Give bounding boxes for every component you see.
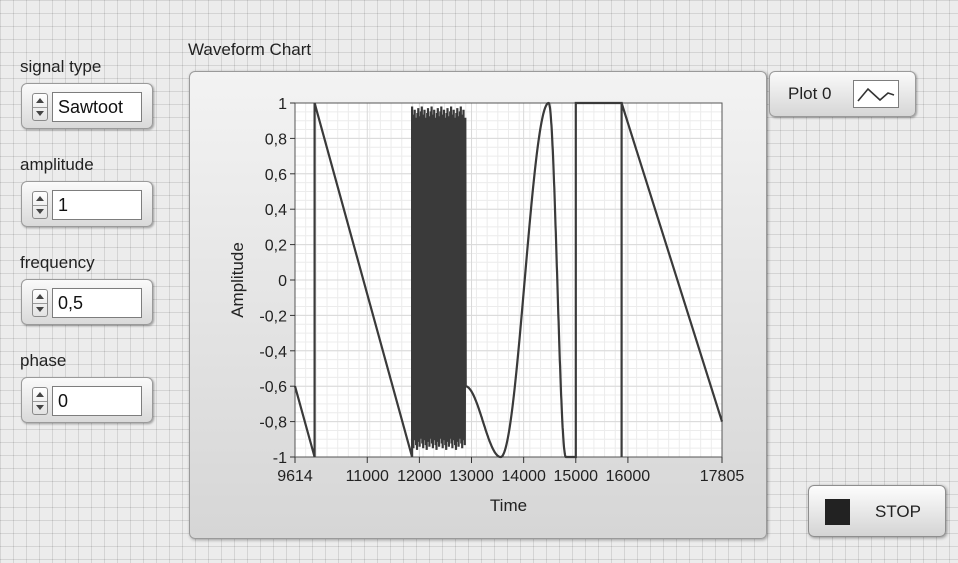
triangle-up-icon [36,294,44,299]
x-tick-label: 11000 [346,468,389,485]
frequency-field[interactable]: 0,5 [52,288,142,318]
y-tick-label: -1 [273,450,287,467]
amplitude-label: amplitude [20,155,94,174]
plot-0-line [293,101,724,459]
plot-legend[interactable]: Plot 0 [769,71,916,117]
plot-line-icon[interactable] [853,80,899,108]
stop-indicator-icon [825,499,850,525]
waveform-chart[interactable]: 1 0,8 0,6 0,4 0,2 0 -0,2 -0,4 -0,6 -0,8 -1 9614 110… [189,71,767,539]
plot-line-swatch [857,87,895,102]
phase-spinner[interactable] [32,387,48,415]
chart-grid [294,102,723,458]
triangle-down-icon [36,405,44,410]
stop-button[interactable]: STOP [808,485,946,537]
triangle-up-icon [36,196,44,201]
y-tick-label: 0,2 [265,238,287,255]
y-tick-label: -0,2 [259,308,287,325]
x-tick-label: 14000 [501,468,546,485]
signal-type-control: Sawtoot [21,83,153,129]
phase-label: phase [20,351,67,370]
frequency-label: frequency [20,253,95,272]
phase-control: 0 [21,377,153,423]
signal-type-label: signal type [20,57,102,76]
x-tick-label: 16000 [606,468,651,485]
triangle-up-icon [36,98,44,103]
x-tick-label: 17805 [700,468,745,485]
triangle-up-icon [36,392,44,397]
x-axis: 9614 11000 12000 13000 14000 15000 16000 17805 [277,457,744,485]
amplitude-control: 1 [21,181,153,227]
y-tick-label: -0,8 [259,415,287,432]
y-axis-label: Amplitude [228,242,247,318]
x-axis-label: Time [490,496,527,515]
triangle-down-icon [36,111,44,116]
y-tick-label: -0,4 [259,344,287,361]
amplitude-field[interactable]: 1 [52,190,142,220]
y-tick-label: 0,8 [265,131,287,148]
triangle-down-icon [36,307,44,312]
increment-button[interactable] [33,290,47,304]
phase-field[interactable]: 0 [52,386,142,416]
x-tick-label: 15000 [554,468,599,485]
y-tick-label: 1 [278,96,287,113]
x-tick-label: 12000 [397,468,442,485]
increment-button[interactable] [33,94,47,108]
signal-type-spinner[interactable] [32,93,48,121]
decrement-button[interactable] [33,107,47,120]
amplitude-spinner[interactable] [32,191,48,219]
legend-plot-name: Plot 0 [788,84,832,103]
y-tick-label: 0 [278,273,287,290]
stop-button-label: STOP [875,502,921,521]
decrement-button[interactable] [33,401,47,414]
x-tick-label: 9614 [277,468,313,485]
triangle-down-icon [36,209,44,214]
y-tick-label: 0,6 [265,167,287,184]
x-tick-label: 13000 [449,468,494,485]
chart-title: Waveform Chart [188,40,312,59]
decrement-button[interactable] [33,303,47,316]
decrement-button[interactable] [33,205,47,218]
signal-type-field[interactable]: Sawtoot [52,92,142,122]
increment-button[interactable] [33,192,47,206]
frequency-spinner[interactable] [32,289,48,317]
increment-button[interactable] [33,388,47,402]
frequency-control: 0,5 [21,279,153,325]
y-tick-label: -0,6 [259,379,287,396]
y-tick-label: 0,4 [265,202,287,219]
y-axis: 1 0,8 0,6 0,4 0,2 0 -0,2 -0,4 -0,6 -0,8 -1 [259,96,295,467]
